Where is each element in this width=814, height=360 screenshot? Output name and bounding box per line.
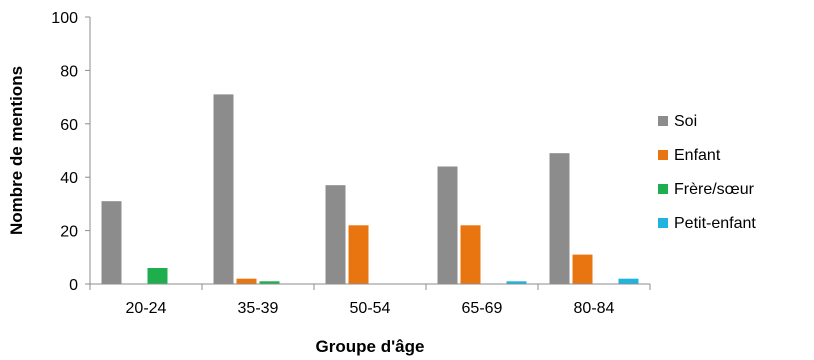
bar-Enfant-80-84 — [572, 254, 593, 284]
bar-Soi-20-24 — [101, 201, 122, 284]
x-tick-label: 50-54 — [350, 300, 391, 317]
y-tick-label: 0 — [69, 277, 78, 294]
bar-Soi-80-84 — [549, 153, 570, 284]
y-tick-label: 40 — [60, 170, 78, 187]
bar-Soi-35-39 — [213, 94, 234, 285]
legend: Soi Enfant Frère/sœur Petit-enfant — [658, 113, 756, 232]
y-tick-label: 20 — [60, 224, 78, 241]
y-tick-label: 60 — [60, 117, 78, 134]
y-axis-title: Nombre de mentions — [7, 66, 26, 235]
legend-swatch — [658, 184, 668, 194]
legend-swatch — [658, 116, 668, 126]
y-tick-label: 80 — [60, 63, 78, 80]
x-axis-title: Groupe d'âge — [316, 337, 425, 356]
bar-Frère/sœur-20-24 — [147, 268, 168, 284]
bar-Frère/sœur-35-39 — [259, 281, 280, 284]
x-tick-label: 35-39 — [238, 300, 279, 317]
bar-Soi-65-69 — [437, 166, 458, 284]
plot-area — [101, 94, 639, 285]
legend-label: Soi — [674, 113, 697, 130]
x-tick-label: 80-84 — [574, 300, 615, 317]
x-axis: 20-24 35-39 50-54 65-69 80-84 — [89, 283, 651, 317]
x-tick-label: 20-24 — [126, 300, 167, 317]
legend-swatch — [658, 150, 668, 160]
bar-Enfant-50-54 — [348, 225, 369, 284]
legend-label: Petit-enfant — [674, 215, 756, 232]
bar-Soi-50-54 — [325, 185, 346, 284]
legend-label: Enfant — [674, 147, 721, 164]
bar-Enfant-65-69 — [460, 225, 481, 284]
bar-Petit-enfant-80-84 — [618, 278, 639, 284]
bar-Enfant-35-39 — [236, 278, 257, 284]
legend-swatch — [658, 218, 668, 228]
y-tick-label: 100 — [51, 10, 78, 27]
x-tick-label: 65-69 — [462, 300, 503, 317]
legend-label: Frère/sœur — [674, 181, 755, 198]
y-axis: 0 20 40 60 80 100 — [51, 10, 91, 294]
bar-Petit-enfant-65-69 — [506, 281, 527, 284]
